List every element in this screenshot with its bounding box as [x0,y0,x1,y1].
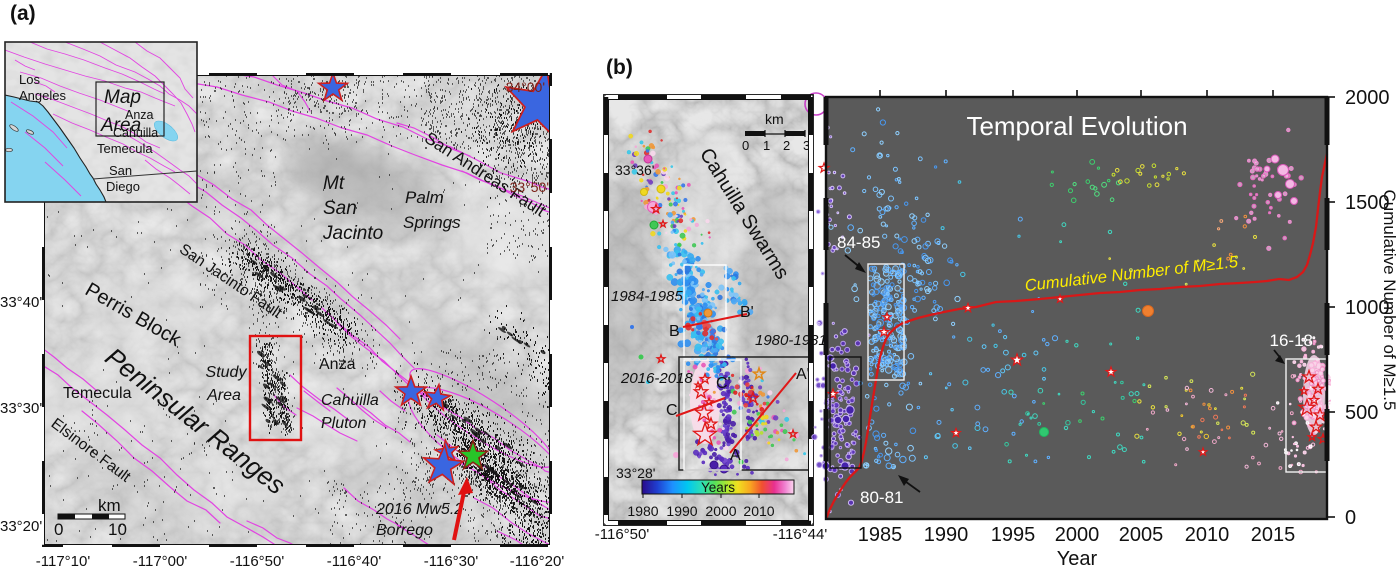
svg-text:Springs: Springs [403,213,461,232]
svg-text:3: 3 [803,138,810,153]
svg-text:Years: Years [701,480,735,495]
svg-text:1984-1985: 1984-1985 [611,288,683,305]
svg-text:km: km [98,496,121,515]
svg-text:16-18: 16-18 [1270,331,1313,350]
svg-text:Temporal Evolution: Temporal Evolution [966,111,1187,141]
svg-text:San: San [323,198,357,219]
svg-text:Anza: Anza [125,108,154,122]
svg-text:0: 0 [742,138,749,153]
svg-text:0: 0 [54,520,63,539]
svg-text:Area: Area [206,387,241,404]
svg-text:Map: Map [104,87,141,108]
svg-text:Temecula: Temecula [63,385,132,402]
svg-text:Jacinto: Jacinto [322,223,383,244]
svg-text:Borrego: Borrego [376,522,433,539]
svg-text:1: 1 [763,138,770,153]
svg-text:Temecula: Temecula [97,141,153,156]
svg-text:2016 Mw5.2: 2016 Mw5.2 [375,501,463,518]
svg-text:C': C' [716,375,731,392]
svg-text:Diego: Diego [106,179,140,194]
svg-text:2016-2018: 2016-2018 [620,370,693,387]
svg-text:2000: 2000 [705,503,736,519]
svg-text:2010: 2010 [743,503,774,519]
svg-text:Pluton: Pluton [321,415,366,432]
svg-text:Cahuilla: Cahuilla [321,392,379,409]
svg-text:34°00': 34°00' [506,79,545,95]
svg-text:33°28': 33°28' [616,465,655,481]
svg-text:B: B [669,323,680,340]
svg-text:Anza: Anza [319,356,356,373]
svg-text:33°36': 33°36' [615,162,654,178]
svg-text:80-81: 80-81 [860,488,903,507]
svg-text:84-85: 84-85 [837,233,880,252]
svg-text:10: 10 [108,520,127,539]
svg-text:Cahuilla: Cahuilla [113,126,158,140]
svg-text:B': B' [740,304,754,321]
svg-text:Study: Study [206,364,248,381]
svg-text:Palm: Palm [405,188,444,207]
svg-text:Los: Los [19,72,40,87]
svg-text:2: 2 [783,138,790,153]
svg-text:1990: 1990 [666,503,697,519]
svg-text:Area: Area [100,115,141,136]
svg-text:San: San [109,163,132,178]
svg-text:A': A' [796,366,810,383]
svg-text:C: C [666,402,678,419]
svg-text:Angeles: Angeles [19,88,66,103]
svg-text:1980: 1980 [627,503,658,519]
svg-text:Mt: Mt [323,173,345,194]
svg-text:km: km [765,111,784,127]
svg-text:33°50': 33°50' [510,179,549,195]
svg-text:1980-1981: 1980-1981 [755,332,827,349]
svg-text:A: A [730,447,741,464]
